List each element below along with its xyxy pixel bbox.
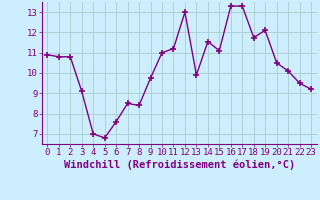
X-axis label: Windchill (Refroidissement éolien,°C): Windchill (Refroidissement éolien,°C) bbox=[64, 160, 295, 170]
